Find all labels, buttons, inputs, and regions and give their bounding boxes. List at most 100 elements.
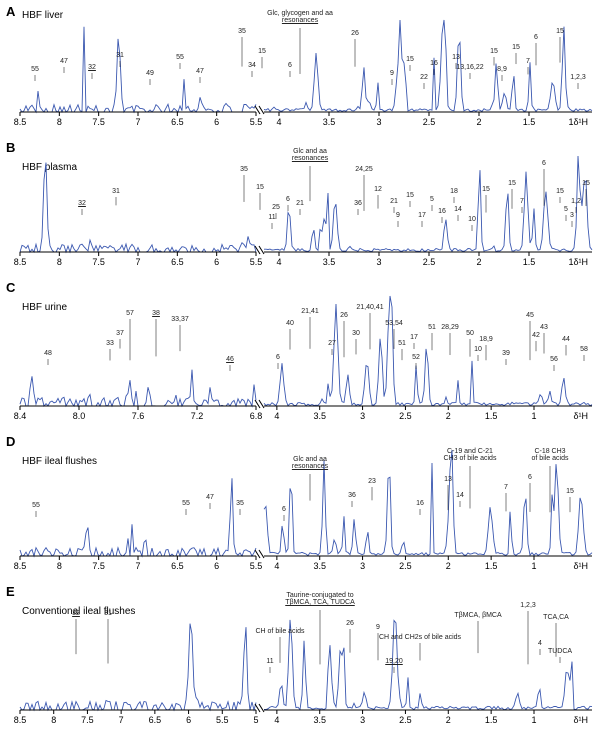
svg-text:3.5: 3.5 [323,257,336,267]
svg-text:8: 8 [51,715,56,725]
annotation: 9 [390,70,394,77]
annotation: 6 [528,474,532,481]
svg-text:1: 1 [531,715,536,725]
annotation: 7 [526,58,530,65]
svg-text:6: 6 [214,561,219,571]
svg-text:3: 3 [360,715,365,725]
annotation: 55 [176,54,184,61]
svg-text:1: 1 [531,411,536,421]
annotation: TCA,CA [543,614,569,621]
svg-text:4: 4 [274,715,279,725]
annotation: 15 [556,28,564,35]
annotation: Glc and aaresonances [292,456,328,471]
annotation: 16 [416,500,424,507]
panel-B: BHBF plasma8.587.576.565.543.532.521.51δ… [0,140,600,276]
panel-A: AHBF liver8.587.576.565.543.532.521.51δ¹… [0,4,600,136]
svg-text:7.5: 7.5 [92,561,105,571]
annotation: 55 [31,66,39,73]
panel-E: EConventional ileal flushes8.587.576.565… [0,584,600,734]
svg-text:δ¹H: δ¹H [573,715,588,725]
panel-D: DHBF ileal flushes8.587.576.565.543.532.… [0,434,600,580]
annotation: 28,29 [441,324,459,331]
annotation: 13 [452,54,460,61]
svg-text:7.2: 7.2 [191,411,204,421]
annotation: 34 [248,62,256,69]
svg-text:7.6: 7.6 [132,411,145,421]
annotation: 1,2 [571,198,581,205]
annotation: 15 [406,192,414,199]
annotation: C-19 and C-21CH3 of bile acids [444,448,497,463]
annotation: 49 [146,70,154,77]
svg-text:8.5: 8.5 [14,561,27,571]
svg-text:2: 2 [446,411,451,421]
svg-text:3.5: 3.5 [323,117,336,127]
svg-text:7.5: 7.5 [92,257,105,267]
svg-text:8.5: 8.5 [14,117,27,127]
annotation: 24,25 [355,166,373,173]
annotation: 15 [482,186,490,193]
annotation: 6 [286,196,290,203]
annotation: 45 [526,312,534,319]
annotation: 38 [152,310,160,317]
svg-text:8.5: 8.5 [14,715,27,725]
annotation: Glc, glycogen and aaresonances [267,10,333,25]
annotation: 21,40,41 [356,304,383,311]
svg-text:δ¹H: δ¹H [573,411,588,421]
svg-text:3: 3 [376,257,381,267]
annotation: 6 [288,62,292,69]
annotation: 26 [346,620,354,627]
annotation: 8,9 [497,66,507,73]
annotation: 13,16,22 [456,64,483,71]
svg-text:3.5: 3.5 [313,561,326,571]
annotation: 26 [340,312,348,319]
svg-text:3.5: 3.5 [313,715,326,725]
svg-text:6.8: 6.8 [250,411,263,421]
annotation: 32 [72,610,80,617]
annotation: CH of bile acids [255,628,304,635]
annotation: 18 [450,188,458,195]
annotation: 21 [390,198,398,205]
svg-text:8: 8 [57,117,62,127]
annotation: 6 [542,160,546,167]
annotation: 3 [570,212,574,219]
svg-text:4: 4 [276,257,281,267]
panel-C: CHBF urine8.48.07.67.26.843.532.521.51δ¹… [0,280,600,430]
annotation: 15 [258,48,266,55]
svg-text:2: 2 [476,257,481,267]
annotation: 51 [398,340,406,347]
annotation: 22 [420,74,428,81]
annotation: 16 [430,60,438,67]
annotation: 31 [116,52,124,59]
annotation: 4 [538,640,542,647]
nmr-spectra-figure: AHBF liver8.587.576.565.543.532.521.51δ¹… [0,0,600,740]
svg-text:7: 7 [135,257,140,267]
annotation: TUDCA [548,648,572,655]
svg-text:7: 7 [135,117,140,127]
annotation: 33,37 [171,316,189,323]
annotation: 15 [566,488,574,495]
annotation: TβMCA, βMCA [454,612,501,619]
annotation: 52 [412,354,420,361]
annotation: 9 [376,624,380,631]
annotation: 15 [256,184,264,191]
annotation: 1,2,3 [520,602,536,609]
annotation: 10 [468,216,476,223]
svg-text:1δ¹H: 1δ¹H [568,117,588,127]
annotation: 44 [562,336,570,343]
annotation: 36 [354,200,362,207]
annotation: 26 [351,30,359,37]
annotation: 40 [286,320,294,327]
annotation: 6 [534,34,538,41]
svg-text:8.0: 8.0 [73,411,86,421]
annotation: 35 [236,500,244,507]
annotation: 47 [206,494,214,501]
annotation: 36 [348,492,356,499]
annotation: 25 [272,204,280,211]
annotation: 51 [428,324,436,331]
annotation: 15 [582,180,590,187]
svg-text:4: 4 [274,411,279,421]
annotation: 14 [456,492,464,499]
svg-text:7: 7 [119,715,124,725]
annotation: 55 [32,502,40,509]
annotation: 31 [112,188,120,195]
